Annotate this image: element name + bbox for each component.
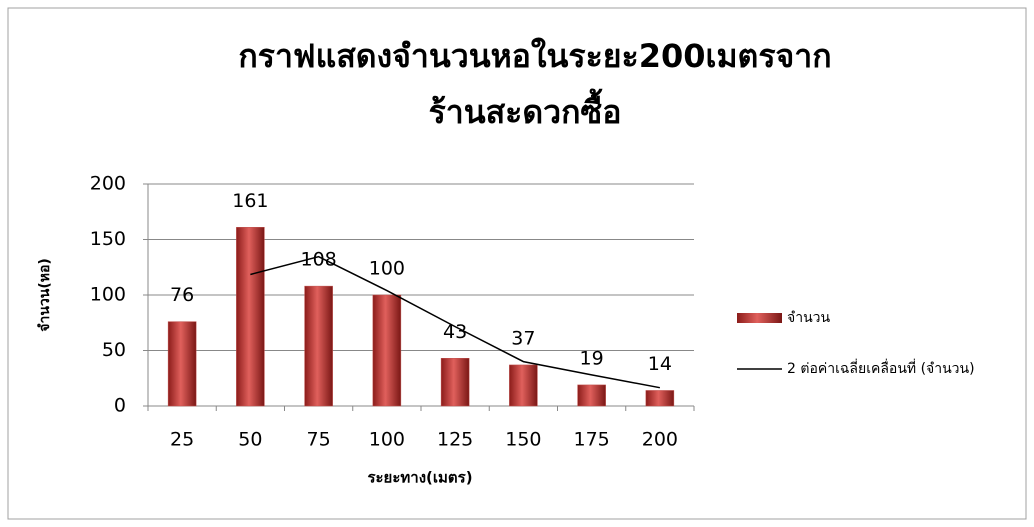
bar bbox=[372, 294, 402, 407]
x-axis-title: ระยะทาง(เมตร) bbox=[367, 469, 472, 487]
x-tick-label: 25 bbox=[170, 429, 194, 451]
x-tick-label: 175 bbox=[573, 429, 609, 451]
data-label: 37 bbox=[511, 327, 535, 349]
y-tick-label: 50 bbox=[102, 339, 126, 361]
chart-title: ร้านสะดวกซื้อ bbox=[429, 88, 622, 131]
bar bbox=[509, 364, 538, 407]
x-tick-label: 50 bbox=[238, 429, 262, 451]
data-label: 19 bbox=[580, 347, 604, 369]
chart-title: กราฟแสดงจำนวนหอในระยะ200เมตรจาก bbox=[238, 37, 831, 75]
data-label: 43 bbox=[443, 321, 467, 343]
legend-label: 2 ต่อค่าเฉลี่ยเคลื่อนที่ (จำนวน) bbox=[787, 359, 975, 377]
x-tick-label: 200 bbox=[642, 429, 678, 451]
bar bbox=[167, 321, 197, 407]
data-label: 14 bbox=[648, 353, 672, 375]
bar bbox=[440, 358, 470, 407]
y-tick-label: 150 bbox=[90, 228, 126, 250]
x-tick-label: 125 bbox=[437, 429, 473, 451]
bar bbox=[236, 227, 265, 407]
x-tick-label: 75 bbox=[307, 429, 331, 451]
y-tick-label: 100 bbox=[90, 284, 126, 306]
bar bbox=[304, 285, 333, 407]
x-tick-label: 100 bbox=[369, 429, 405, 451]
x-tick-label: 150 bbox=[505, 429, 541, 451]
data-label: 100 bbox=[369, 258, 405, 280]
bar bbox=[577, 384, 606, 407]
data-label: 76 bbox=[170, 284, 194, 306]
data-label: 108 bbox=[300, 249, 336, 271]
y-axis-title: จำนวน(หอ) bbox=[37, 258, 53, 332]
y-tick-label: 0 bbox=[114, 395, 126, 417]
legend-label: จำนวน bbox=[787, 310, 830, 326]
bar bbox=[645, 390, 675, 407]
data-label: 161 bbox=[232, 190, 268, 212]
chart-border bbox=[7, 7, 1027, 520]
legend-swatch bbox=[737, 313, 782, 323]
moving-average-line bbox=[250, 255, 661, 389]
y-tick-label: 200 bbox=[90, 173, 126, 195]
